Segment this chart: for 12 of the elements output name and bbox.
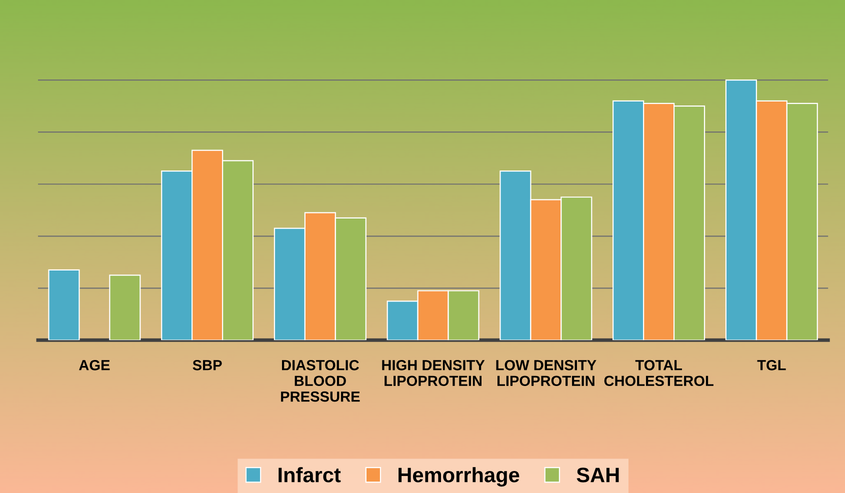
bar — [48, 269, 80, 340]
legend-label: SAH — [576, 468, 619, 482]
bar — [109, 274, 141, 340]
x-tick-label: SBP — [192, 360, 222, 370]
x-tick-label: HIGH DENSITY LIPOPROTEIN — [382, 360, 485, 386]
legend-label: Infarct — [278, 467, 341, 482]
x-tick-label: LOW DENSITY LIPOPROTEIN — [496, 360, 596, 386]
x-tick-label: AGE — [79, 360, 110, 370]
x-tick-label: TGL — [757, 360, 786, 370]
x-tick-label: DIASTOLIC BLOOD PRESSURE — [281, 360, 360, 402]
x-tick-label: TOTAL CHOLESTEROL — [604, 360, 714, 386]
legend-label: Hemorrhage — [398, 467, 520, 487]
